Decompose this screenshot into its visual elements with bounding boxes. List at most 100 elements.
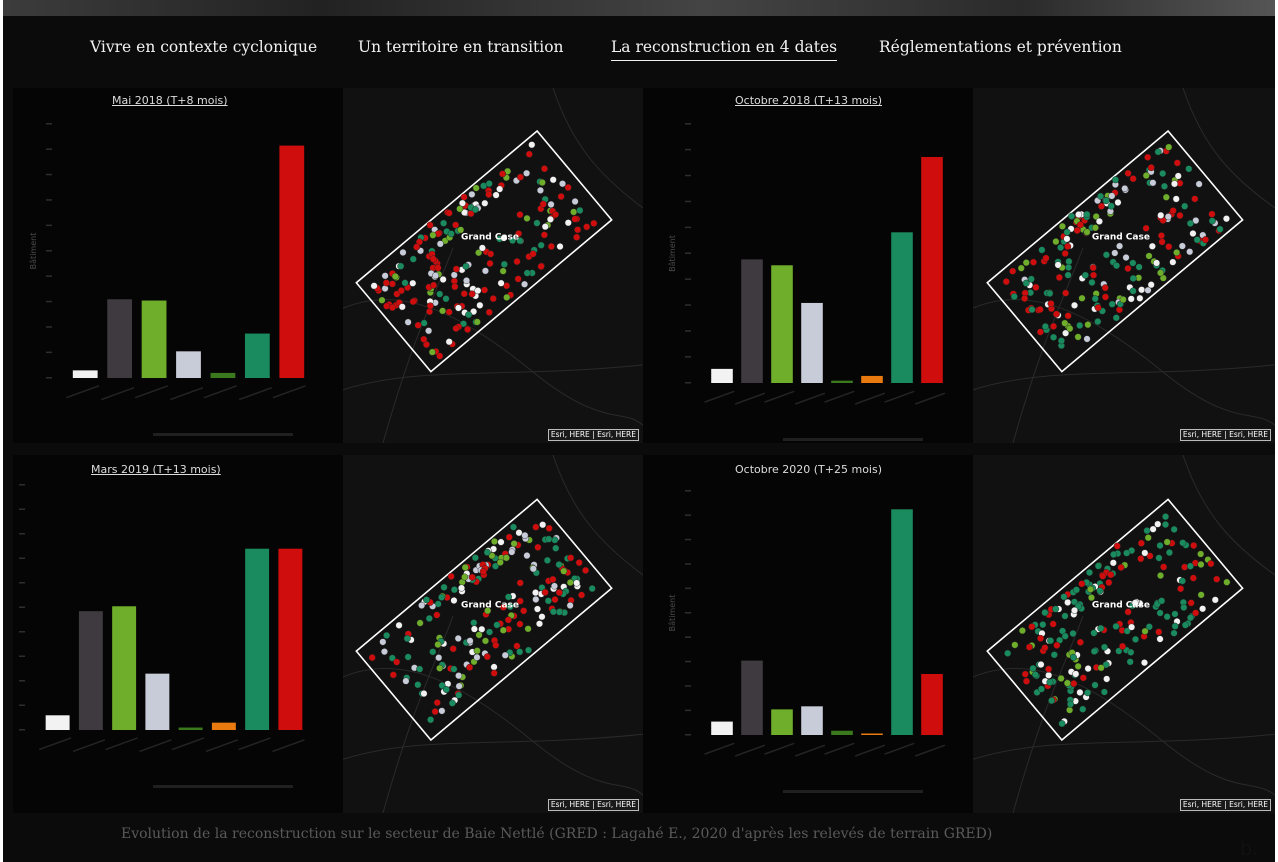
bar[interactable] [210, 372, 236, 378]
map-attribution[interactable]: Esri, HERE | Esri, HERE [547, 429, 639, 441]
bar[interactable] [801, 706, 823, 735]
bar[interactable] [741, 660, 763, 735]
building-dot [466, 637, 474, 645]
y-axis-tick [685, 490, 691, 492]
bar[interactable] [771, 709, 793, 735]
map-road [552, 454, 644, 576]
bar[interactable] [178, 727, 203, 730]
bar[interactable] [711, 721, 733, 735]
building-dot [504, 616, 512, 624]
building-dot [489, 295, 497, 303]
map-attribution[interactable]: Esri, HERE | Esri, HERE [547, 799, 639, 811]
building-dot [1072, 670, 1080, 678]
building-dot [481, 267, 489, 275]
bar[interactable] [45, 715, 70, 730]
building-dot [520, 607, 528, 615]
building-dot [540, 165, 548, 173]
building-dot [1025, 643, 1033, 651]
building-dot [456, 205, 464, 213]
building-dot [1201, 236, 1209, 244]
building-dot [436, 240, 444, 248]
bar[interactable] [72, 370, 98, 378]
bar[interactable] [861, 375, 883, 383]
building-dot [429, 648, 437, 656]
map-background [343, 88, 643, 443]
building-dot [1050, 322, 1058, 330]
bar[interactable] [244, 333, 270, 378]
building-dot [403, 635, 411, 643]
map-view[interactable]: Grand Case [972, 454, 1275, 814]
bar[interactable] [831, 730, 853, 735]
building-dot [1137, 539, 1145, 547]
building-dot [1052, 310, 1060, 318]
bar[interactable] [245, 548, 270, 730]
building-dot [1179, 539, 1187, 547]
bar[interactable] [112, 606, 137, 730]
building-dot [547, 242, 555, 250]
building-dot [1223, 578, 1231, 586]
map-view[interactable]: Grand Case [972, 87, 1275, 444]
nav-item-vivre-en-contexte-cyclonique[interactable]: Vivre en contexte cyclonique [90, 38, 318, 56]
bar[interactable] [145, 673, 170, 730]
bar[interactable] [141, 300, 167, 378]
building-dot [485, 180, 493, 188]
building-dot [1186, 562, 1194, 570]
bar[interactable] [771, 265, 793, 383]
building-dot [516, 211, 524, 219]
building-dot [1018, 627, 1026, 635]
building-dot [552, 544, 560, 552]
bar[interactable] [78, 611, 103, 730]
nav-item-un-territoire-en-transition[interactable]: Un territoire en transition [358, 38, 564, 56]
map-view[interactable]: Grand Case [342, 87, 644, 444]
building-dot [1091, 295, 1099, 303]
building-dot [438, 593, 446, 601]
building-dot [1159, 169, 1167, 177]
bar[interactable] [279, 145, 305, 378]
y-axis-tick [46, 250, 52, 252]
y-axis-tick [685, 148, 691, 151]
map-attribution[interactable]: Esri, HERE | Esri, HERE [1179, 799, 1271, 811]
bar[interactable] [741, 259, 763, 383]
bar[interactable] [891, 509, 913, 735]
building-dot [429, 255, 437, 263]
category-tick-label [735, 392, 766, 405]
building-dot [416, 619, 424, 627]
bar[interactable] [831, 380, 853, 383]
building-dot [1039, 621, 1047, 629]
building-dot [1180, 603, 1188, 611]
y-axis-tick [19, 680, 25, 682]
building-dot [1172, 195, 1180, 203]
figure-caption: Evolution de la reconstruction sur le se… [121, 826, 993, 842]
bar[interactable] [211, 722, 236, 730]
building-dot [455, 672, 463, 680]
bar[interactable] [801, 302, 823, 383]
building-dot [439, 275, 447, 283]
building-dot [393, 658, 401, 666]
bar[interactable] [107, 299, 133, 378]
bar[interactable] [711, 368, 733, 383]
building-dot [402, 677, 410, 685]
nav-item-reglementations-et-prevention[interactable]: Réglementations et prévention [879, 38, 1122, 56]
building-dot [1191, 195, 1199, 203]
y-axis-tick [685, 278, 691, 280]
building-dot [434, 264, 442, 272]
bar[interactable] [861, 733, 883, 736]
bar[interactable] [278, 548, 303, 730]
bar[interactable] [176, 351, 201, 378]
bar[interactable] [891, 232, 913, 383]
building-dot [1037, 634, 1045, 642]
nav-item-la-reconstruction-en-4-dates[interactable]: La reconstruction en 4 dates [611, 38, 838, 61]
bar[interactable] [921, 674, 943, 735]
building-dot [1158, 238, 1166, 246]
y-axis-tick [19, 484, 25, 486]
category-tick-label [171, 737, 205, 751]
building-dot [536, 186, 544, 194]
building-dot [524, 625, 532, 633]
bar[interactable] [921, 156, 943, 383]
category-tick-label [764, 390, 795, 403]
map-view[interactable]: Grand Case [342, 454, 644, 814]
building-dot [1063, 679, 1071, 687]
map-attribution[interactable]: Esri, HERE | Esri, HERE [1179, 429, 1271, 441]
map-place-label: Grand Case [461, 232, 519, 242]
building-dot [551, 596, 559, 604]
